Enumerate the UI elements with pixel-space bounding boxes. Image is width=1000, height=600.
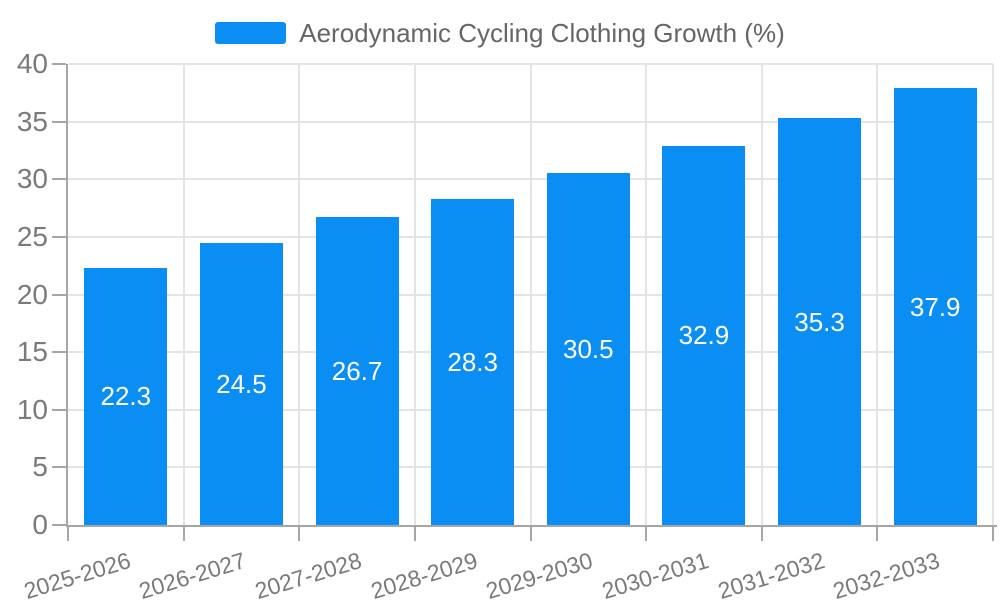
x-axis-label: 2026-2027 [136, 547, 250, 600]
y-axis-tick [52, 466, 66, 469]
y-axis-label: 10 [16, 393, 48, 425]
x-axis-label: 2032-2033 [829, 547, 943, 600]
bar-value-label: 32.9 [678, 320, 730, 351]
y-axis-label: 15 [16, 336, 48, 368]
x-axis-label: 2031-2032 [714, 547, 828, 600]
legend-label: Aerodynamic Cycling Clothing Growth (%) [299, 17, 785, 48]
x-axis-label: 2028-2029 [367, 547, 481, 600]
legend-swatch-icon [215, 22, 287, 44]
bar-2030-2031[interactable]: 32.9 [662, 145, 746, 525]
x-axis-tick [645, 527, 648, 541]
x-axis-tick [67, 527, 69, 541]
x-axis-tick [413, 527, 416, 541]
y-axis-tick [52, 178, 66, 181]
bar-value-label: 26.7 [331, 356, 383, 387]
bar-2029-2030[interactable]: 30.5 [546, 173, 630, 525]
bar-2027-2028[interactable]: 26.7 [315, 217, 399, 525]
x-axis-tick [992, 527, 994, 541]
x-axis-label: 2025-2026 [20, 547, 134, 600]
y-axis-tick [52, 293, 66, 296]
x-axis-label: 2030-2031 [598, 547, 712, 600]
bar-2032-2033[interactable]: 37.9 [893, 88, 977, 525]
x-axis-label: 2029-2030 [483, 547, 596, 600]
bar-value-label: 22.3 [100, 381, 152, 412]
y-axis-tick [52, 351, 66, 354]
y-axis-label: 30 [16, 163, 48, 195]
v-gridline [992, 64, 994, 525]
x-axis-tick [760, 527, 763, 541]
y-axis-line [66, 64, 68, 527]
v-gridline [760, 64, 763, 525]
bar-value-label: 28.3 [447, 346, 498, 377]
y-axis-label: 35 [16, 105, 48, 137]
y-axis-label: 0 [32, 509, 48, 540]
y-axis-label: 40 [16, 48, 48, 79]
bar-value-label: 37.9 [909, 291, 961, 322]
x-axis-tick [876, 527, 879, 541]
bar-value-label: 35.3 [794, 306, 845, 337]
y-axis-tick [52, 235, 66, 238]
y-axis-label: 25 [16, 220, 48, 252]
bar-2028-2029[interactable]: 28.3 [431, 198, 515, 525]
v-gridline [182, 64, 185, 525]
y-axis-tick [52, 63, 66, 65]
bar-value-label: 24.5 [216, 368, 267, 399]
y-axis-label: 20 [16, 278, 48, 310]
v-gridline [645, 64, 648, 525]
y-axis-label: 5 [32, 451, 48, 483]
x-axis-line [66, 525, 997, 527]
x-axis-tick [298, 527, 301, 541]
v-gridline [298, 64, 301, 525]
x-axis-tick [182, 527, 185, 541]
legend[interactable]: Aerodynamic Cycling Clothing Growth (%) [0, 17, 1000, 48]
bar-value-label: 30.5 [563, 334, 614, 365]
bar-2025-2026[interactable]: 22.3 [84, 267, 168, 525]
bar-2026-2027[interactable]: 24.5 [199, 242, 283, 525]
y-axis-tick [52, 408, 66, 411]
bar-2031-2032[interactable]: 35.3 [778, 118, 862, 525]
x-axis-tick [529, 527, 532, 541]
y-axis-tick [52, 524, 66, 526]
v-gridline [413, 64, 416, 525]
v-gridline [876, 64, 879, 525]
y-axis-tick [52, 120, 66, 123]
x-axis-label: 2027-2028 [251, 547, 365, 600]
v-gridline [529, 64, 532, 525]
